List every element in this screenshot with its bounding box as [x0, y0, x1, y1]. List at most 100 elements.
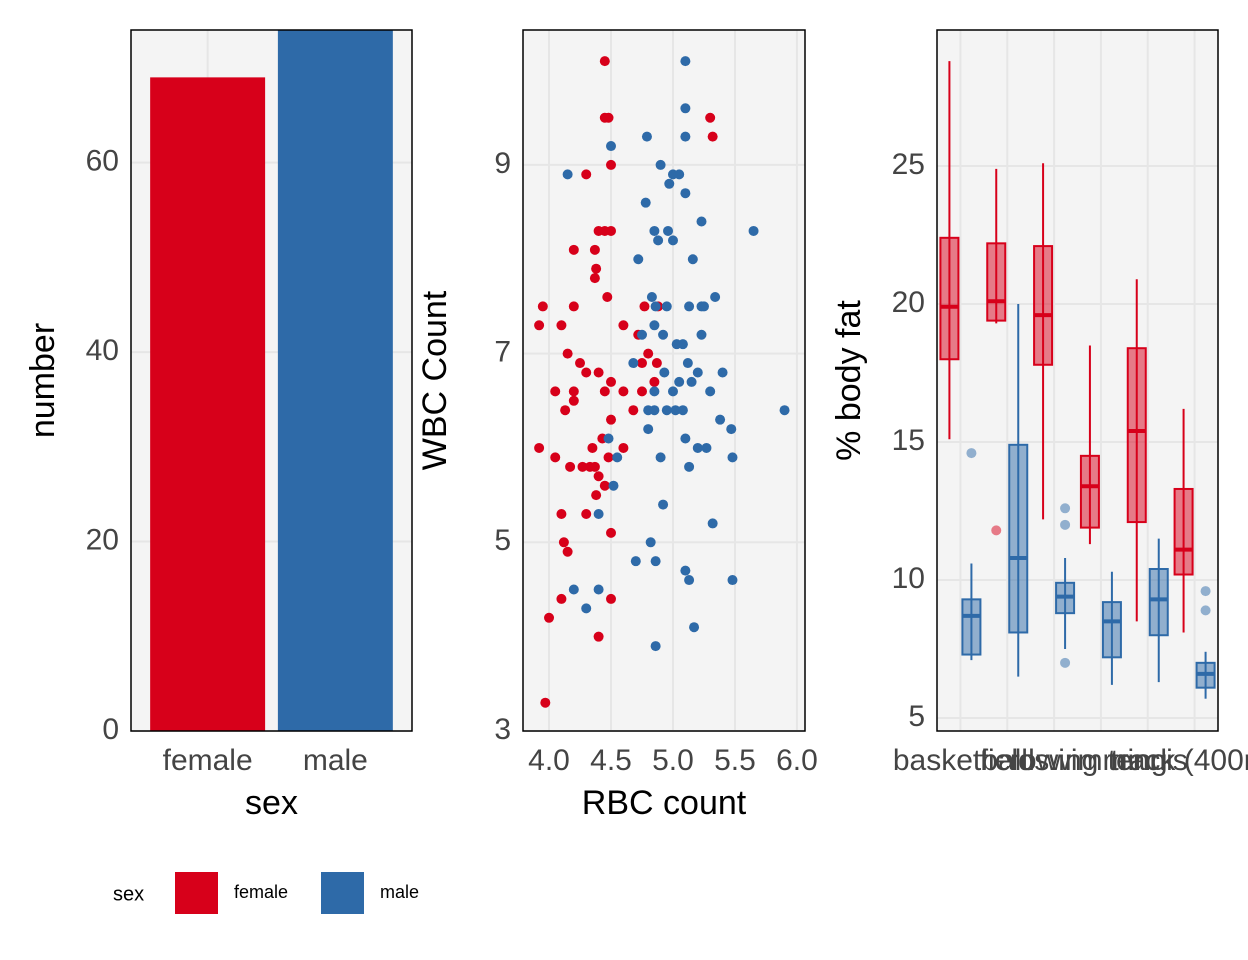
point [636, 358, 647, 369]
point [599, 56, 610, 67]
point [687, 254, 698, 265]
point [707, 518, 718, 529]
point [727, 575, 738, 586]
point [581, 603, 592, 614]
point [602, 292, 613, 303]
point [689, 622, 700, 633]
point [705, 386, 716, 397]
point [593, 631, 604, 642]
x-tick-label: 4.0 [528, 744, 570, 777]
panel-background [523, 30, 805, 731]
point [587, 442, 598, 453]
point [677, 405, 688, 416]
point [636, 386, 647, 397]
y-tick-label: 60 [86, 145, 119, 178]
y-tick-label: 25 [892, 148, 925, 181]
point [562, 546, 573, 557]
x-tick-label: 6.0 [776, 744, 818, 777]
point [696, 216, 707, 227]
point [658, 499, 669, 510]
point [591, 263, 602, 274]
bar [277, 30, 393, 731]
point [606, 527, 617, 538]
point [650, 641, 661, 652]
point [682, 358, 693, 369]
box [1173, 487, 1194, 576]
x-tick-label: male [303, 744, 368, 777]
point [655, 159, 666, 170]
point [633, 254, 644, 265]
point [680, 188, 691, 199]
point [684, 575, 695, 586]
box [1008, 443, 1029, 634]
point [680, 565, 691, 576]
box [1079, 454, 1100, 529]
point [606, 376, 617, 387]
point [612, 452, 623, 463]
point [591, 490, 602, 501]
point [618, 386, 629, 397]
point [779, 405, 790, 416]
point [606, 159, 617, 170]
point [537, 301, 548, 312]
x-tick-label: 4.5 [590, 744, 632, 777]
legend-key [321, 872, 364, 914]
outlier [1060, 657, 1071, 668]
box [1033, 245, 1054, 366]
outlier [1200, 605, 1211, 616]
point [686, 376, 697, 387]
y-axis-title: number [24, 323, 62, 438]
panel-background [937, 30, 1218, 731]
panel-border [130, 29, 413, 732]
point [589, 244, 600, 255]
legend-label: male [380, 882, 419, 902]
point [639, 301, 650, 312]
point [603, 452, 614, 463]
y-tick-label: 10 [892, 562, 925, 595]
y-tick-label: 15 [892, 424, 925, 457]
point [649, 386, 660, 397]
point [568, 244, 579, 255]
x-tick-label: basketball [893, 744, 1028, 777]
point [680, 131, 691, 142]
point [584, 461, 595, 472]
legend-key [175, 872, 218, 914]
point [643, 424, 654, 435]
point [606, 593, 617, 604]
bar [150, 77, 266, 731]
point [650, 556, 661, 567]
point [701, 442, 712, 453]
point [748, 225, 759, 236]
point [636, 329, 647, 340]
panel-border [522, 29, 806, 732]
point [568, 301, 579, 312]
outlier [1200, 586, 1211, 597]
point [680, 433, 691, 444]
point [618, 442, 629, 453]
point [653, 235, 664, 246]
y-tick-label: 7 [494, 336, 511, 369]
point [680, 103, 691, 114]
point [550, 452, 561, 463]
point [674, 376, 685, 387]
panel-border [936, 29, 1219, 732]
point [649, 376, 660, 387]
point [692, 442, 703, 453]
point [568, 584, 579, 595]
y-axis-title: % body fat [830, 300, 868, 461]
point [661, 405, 672, 416]
y-axis-title: WBC Count [416, 290, 454, 470]
y-tick-label: 9 [494, 147, 511, 180]
point [650, 301, 661, 312]
y-tick-label: 40 [86, 334, 119, 367]
x-tick-label: track (400m) [1110, 744, 1248, 777]
box [986, 242, 1007, 322]
point [707, 131, 718, 142]
point [670, 405, 681, 416]
point [540, 697, 551, 708]
point [562, 348, 573, 359]
point [628, 358, 639, 369]
point [651, 358, 662, 369]
point [568, 395, 579, 406]
